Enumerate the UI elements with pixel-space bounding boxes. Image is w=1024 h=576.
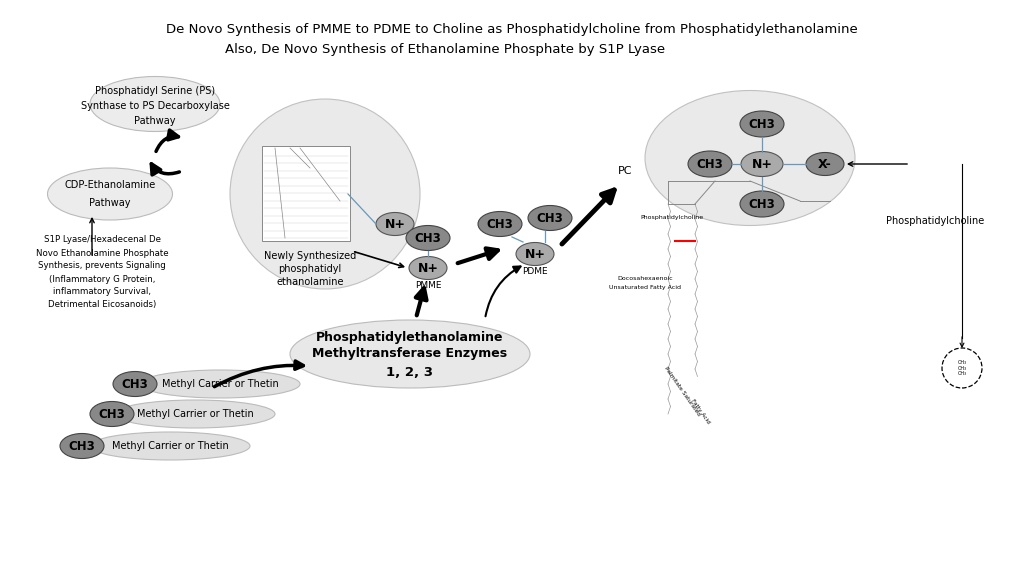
Text: Phosphatidylethanolamine: Phosphatidylethanolamine (316, 332, 504, 344)
Ellipse shape (140, 370, 300, 398)
Text: CH3: CH3 (69, 439, 95, 453)
Text: Methyl Carrier or Thetin: Methyl Carrier or Thetin (136, 409, 253, 419)
Text: ethanolamine: ethanolamine (276, 277, 344, 287)
Ellipse shape (741, 151, 783, 176)
Text: Newly Synthesized: Newly Synthesized (264, 251, 356, 261)
Text: CH3: CH3 (696, 157, 723, 170)
Text: Methyl Carrier or Thetin: Methyl Carrier or Thetin (112, 441, 228, 451)
Text: Pathway: Pathway (134, 116, 176, 126)
Text: Also, De Novo Synthesis of Ethanolamine Phosphate by S1P Lyase: Also, De Novo Synthesis of Ethanolamine … (225, 43, 665, 55)
Text: Methyltransferase Enzymes: Methyltransferase Enzymes (312, 347, 508, 361)
Text: CH3: CH3 (98, 407, 125, 420)
Text: CH₃
CH₃
CH₃: CH₃ CH₃ CH₃ (957, 359, 967, 376)
Ellipse shape (90, 77, 220, 131)
Ellipse shape (376, 213, 414, 236)
Text: CH3: CH3 (486, 218, 513, 230)
Text: CH3: CH3 (749, 118, 775, 131)
Text: Methyl Carrier or Thetin: Methyl Carrier or Thetin (162, 379, 279, 389)
Ellipse shape (528, 206, 572, 230)
Ellipse shape (806, 153, 844, 176)
Text: Phosphatidyl Serine (PS): Phosphatidyl Serine (PS) (95, 86, 215, 96)
Ellipse shape (740, 111, 784, 137)
Text: N+: N+ (384, 218, 406, 230)
Text: 1, 2, 3: 1, 2, 3 (386, 366, 433, 378)
Text: CH3: CH3 (415, 232, 441, 244)
Text: Unsaturated Fatty Acid: Unsaturated Fatty Acid (609, 286, 681, 290)
Text: Synthase to PS Decarboxylase: Synthase to PS Decarboxylase (81, 101, 229, 111)
Ellipse shape (90, 432, 250, 460)
Ellipse shape (47, 168, 172, 220)
Text: X-: X- (818, 157, 831, 170)
Text: CDP-Ethanolamine: CDP-Ethanolamine (65, 180, 156, 190)
Ellipse shape (645, 90, 855, 225)
FancyBboxPatch shape (262, 146, 350, 241)
Ellipse shape (478, 211, 522, 237)
Text: Novo Ethanolamine Phosphate: Novo Ethanolamine Phosphate (36, 248, 168, 257)
Ellipse shape (115, 400, 275, 428)
Text: PDME: PDME (522, 267, 548, 276)
Circle shape (942, 348, 982, 388)
Ellipse shape (409, 256, 447, 279)
Text: De Novo Synthesis of PMME to PDME to Choline as Phosphatidylcholine from Phospha: De Novo Synthesis of PMME to PDME to Cho… (166, 22, 858, 36)
Ellipse shape (406, 225, 450, 251)
Text: Pathway: Pathway (89, 198, 131, 208)
Ellipse shape (113, 372, 157, 396)
Ellipse shape (516, 242, 554, 266)
Ellipse shape (740, 191, 784, 217)
Text: PC: PC (617, 166, 632, 176)
Text: Detrimental Eicosanoids): Detrimental Eicosanoids) (48, 301, 156, 309)
Text: Docosahexaenoic: Docosahexaenoic (617, 275, 673, 281)
Text: Palmitate Saturated: Palmitate Saturated (664, 365, 701, 416)
Text: PMME: PMME (415, 281, 441, 290)
Text: phosphatidyl: phosphatidyl (279, 264, 342, 274)
Text: S1P Lyase/Hexadecenal De: S1P Lyase/Hexadecenal De (43, 236, 161, 244)
Text: CH3: CH3 (122, 377, 148, 391)
Text: Synthesis, prevents Signaling: Synthesis, prevents Signaling (38, 262, 166, 271)
Text: Fatty Acid: Fatty Acid (690, 398, 711, 425)
Text: N+: N+ (752, 157, 772, 170)
Text: CH3: CH3 (749, 198, 775, 210)
Ellipse shape (60, 434, 104, 458)
Text: (Inflammatory G Protein,: (Inflammatory G Protein, (49, 275, 156, 283)
Text: inflammatory Survival,: inflammatory Survival, (53, 287, 151, 297)
Text: N+: N+ (418, 262, 438, 275)
Ellipse shape (290, 320, 530, 388)
Ellipse shape (688, 151, 732, 177)
Circle shape (230, 99, 420, 289)
Text: CH3: CH3 (537, 211, 563, 225)
Text: Phosphatidylcholine: Phosphatidylcholine (886, 216, 984, 226)
Text: N+: N+ (524, 248, 546, 260)
Text: Phosphatidylcholine: Phosphatidylcholine (640, 215, 703, 221)
Ellipse shape (90, 401, 134, 426)
